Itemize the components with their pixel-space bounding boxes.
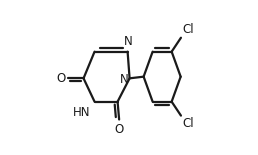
Text: N: N bbox=[124, 35, 133, 48]
Text: O: O bbox=[115, 123, 124, 136]
Text: N: N bbox=[120, 73, 129, 86]
Text: HN: HN bbox=[73, 106, 91, 119]
Text: Cl: Cl bbox=[182, 117, 194, 130]
Text: Cl: Cl bbox=[182, 23, 194, 36]
Text: O: O bbox=[57, 72, 66, 85]
